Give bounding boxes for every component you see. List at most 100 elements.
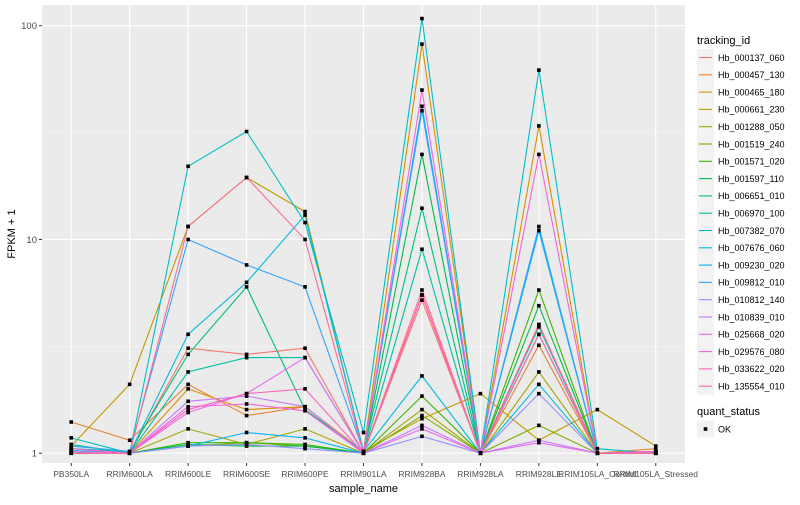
data-point (303, 346, 307, 350)
data-point (186, 224, 190, 229)
data-point (420, 104, 424, 109)
data-point (127, 438, 132, 443)
data-point (186, 237, 190, 242)
data-point (244, 355, 249, 360)
data-point (244, 407, 249, 412)
legend-label: Hb_006651_010 (718, 191, 785, 201)
legend-label: Hb_000137_060 (718, 53, 785, 63)
data-point (186, 382, 190, 387)
data-point (537, 440, 541, 445)
data-point (303, 427, 307, 431)
legend-label: Hb_009230_020 (718, 260, 785, 270)
data-point (186, 332, 190, 337)
data-point (186, 407, 190, 412)
shape-legend-point (703, 427, 708, 431)
legend-label: Hb_009812_010 (718, 278, 785, 288)
legend-label: Hb_000457_130 (718, 70, 785, 80)
legend-label: Hb_000465_180 (718, 87, 785, 97)
legend-label: Hb_135554_010 (718, 382, 785, 392)
legend-label: Hb_007382_070 (718, 226, 785, 236)
data-point (303, 404, 307, 409)
data-point (69, 436, 74, 440)
x-tick-label: RRIM600LA (107, 469, 154, 479)
legend-label: Hb_000661_230 (718, 105, 785, 115)
data-point (537, 303, 541, 308)
data-point (420, 206, 424, 211)
data-point (653, 451, 658, 456)
shape-legend-label: OK (718, 424, 731, 434)
data-point (303, 387, 307, 391)
data-point (127, 382, 132, 387)
data-point (361, 430, 366, 435)
x-tick-label: RRIM105LA_Stressed (613, 469, 698, 479)
x-axis-title: sample_name (329, 483, 398, 495)
x-tick-label: RRIM928LA (457, 469, 504, 479)
data-point (537, 391, 541, 396)
data-point (186, 387, 190, 391)
data-point (303, 220, 307, 225)
data-point (244, 402, 249, 406)
data-point (537, 224, 541, 229)
data-point (420, 413, 424, 418)
data-point (537, 124, 541, 128)
legend-label: Hb_010839_010 (718, 312, 785, 322)
data-point (303, 436, 307, 440)
data-point (186, 399, 190, 404)
data-point (537, 343, 541, 348)
data-point (186, 404, 190, 409)
data-point (537, 438, 541, 443)
data-point (478, 451, 483, 456)
data-point (244, 280, 249, 285)
data-point (420, 288, 424, 292)
data-point (420, 88, 424, 92)
legend-label: Hb_006970_100 (718, 209, 785, 219)
legend-label: Hb_001571_020 (718, 157, 785, 167)
data-point (186, 164, 190, 169)
data-point (303, 209, 307, 214)
legend-label: Hb_025668_020 (718, 330, 785, 340)
legend-label: Hb_007676_060 (718, 243, 785, 253)
data-point (69, 451, 74, 456)
legend-label: Hb_010812_140 (718, 295, 785, 305)
data-point (537, 152, 541, 157)
data-point (186, 352, 190, 357)
data-point (478, 391, 483, 396)
data-point (595, 446, 600, 451)
data-point (244, 413, 249, 418)
data-point (244, 430, 249, 435)
data-point (186, 410, 190, 415)
data-point (420, 407, 424, 412)
shape-legend-title: quant_status (697, 406, 760, 418)
y-axis-title: FPKM + 1 (6, 209, 18, 258)
x-tick-label: RRIM928BA (398, 469, 446, 479)
data-point (127, 451, 132, 456)
data-point (537, 382, 541, 387)
data-point (69, 449, 74, 454)
data-point (186, 346, 190, 350)
data-point (653, 446, 658, 451)
x-tick-label: RRIM901LA (340, 469, 387, 479)
data-point (186, 444, 190, 448)
x-tick-label: RRIM600SE (223, 469, 271, 479)
data-point (420, 394, 424, 398)
legend-label: Hb_001519_240 (718, 139, 785, 149)
legend-label: Hb_029576_080 (718, 347, 785, 357)
data-point (595, 407, 600, 412)
legend-label: Hb_033622_020 (718, 364, 785, 374)
data-point (420, 374, 424, 378)
data-point (537, 228, 541, 233)
data-point (69, 446, 74, 451)
data-point (361, 449, 366, 454)
data-point (303, 213, 307, 217)
x-tick-label: PB350LA (53, 469, 89, 479)
data-point (420, 247, 424, 252)
data-point (537, 370, 541, 374)
data-point (186, 427, 190, 431)
data-point (537, 332, 541, 337)
data-point (303, 237, 307, 242)
y-tick-label: 1 (32, 449, 37, 460)
data-point (361, 451, 366, 456)
data-point (420, 152, 424, 157)
data-point (537, 288, 541, 292)
